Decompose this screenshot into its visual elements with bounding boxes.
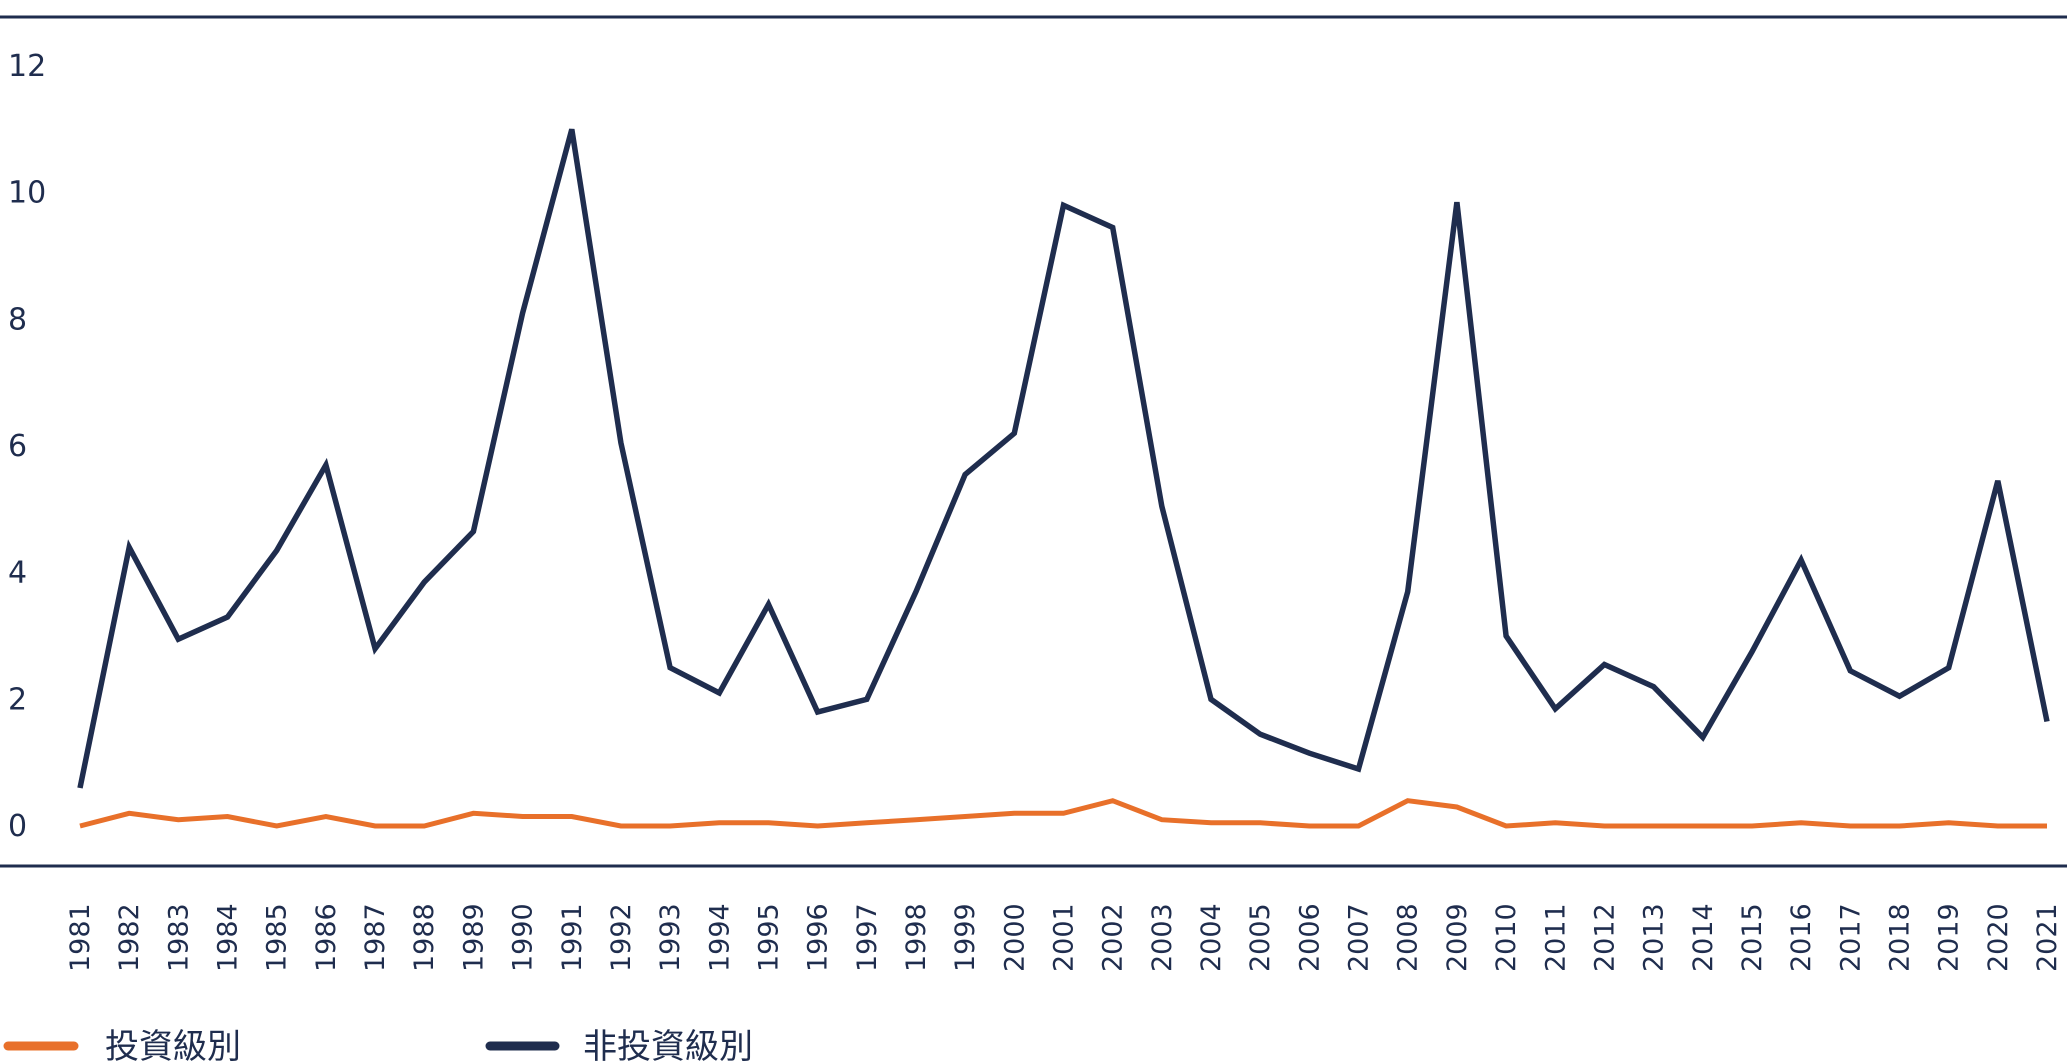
y-tick-label: 0 [8,809,27,844]
x-tick-label: 2016 [1786,903,1817,972]
x-tick-label: 1984 [213,903,244,972]
y-tick-label: 2 [8,682,27,717]
x-tick-label: 1988 [409,903,440,972]
x-tick-label: 2008 [1393,903,1424,972]
series-line-high-yield [77,128,2050,789]
x-tick-label: 2003 [1147,903,1178,972]
x-tick-label: 2013 [1639,903,1670,972]
legend: 投資級別 非投資級別 [3,1027,753,1063]
x-tick-label: 2002 [1098,903,1129,972]
y-axis-ticks: 0 2 4 6 8 10 12 [8,49,46,844]
y-tick-label: 6 [8,429,27,464]
x-tick-label: 1990 [508,903,539,972]
x-axis-ticks: 1981 1982 1983 1984 1985 1986 1987 1988 1989 1990… [65,903,2063,972]
x-tick-label: 1983 [163,903,194,972]
x-tick-label: 2000 [999,903,1030,972]
x-tick-label: 1981 [65,903,96,972]
x-tick-label: 1999 [950,903,981,972]
x-tick-label: 2010 [1491,903,1522,972]
x-tick-label: 1991 [557,903,588,972]
x-tick-label: 1995 [753,903,784,972]
x-tick-label: 2020 [1983,903,2014,972]
x-tick-label: 2017 [1835,903,1866,972]
x-tick-label: 1998 [901,903,932,972]
x-tick-label: 2015 [1737,903,1768,972]
x-tick-label: 2007 [1344,903,1375,972]
x-tick-label: 2006 [1294,903,1325,972]
x-tick-label: 2011 [1540,903,1571,972]
x-tick-label: 2009 [1442,903,1473,972]
x-tick-label: 1989 [458,903,489,972]
x-tick-label: 2012 [1589,903,1620,972]
x-tick-label: 1985 [262,903,293,972]
x-tick-label: 1982 [114,903,145,972]
y-tick-label: 8 [8,302,27,337]
series-line-investment-grade [79,798,2047,829]
y-tick-label: 12 [8,49,46,84]
x-tick-label: 1996 [803,903,834,972]
x-tick-label: 2001 [1049,903,1080,972]
x-tick-label: 2005 [1245,903,1276,972]
y-tick-label: 4 [8,556,27,591]
x-tick-label: 2021 [2032,903,2063,972]
legend-label-high-yield: 非投資級別 [583,1027,753,1063]
x-tick-label: 2018 [1884,903,1915,972]
x-tick-label: 2019 [1934,903,1965,972]
y-tick-label: 10 [8,176,46,211]
series-lines [77,128,2050,829]
x-tick-label: 1994 [704,903,735,972]
x-tick-label: 1987 [360,903,391,972]
x-tick-label: 2004 [1196,903,1227,972]
x-tick-label: 2014 [1688,903,1719,972]
x-tick-label: 1993 [655,903,686,972]
x-tick-label: 1997 [852,903,883,972]
legend-label-investment-grade: 投資級別 [105,1027,241,1063]
x-tick-label: 1986 [311,903,342,972]
x-tick-label: 1992 [606,903,637,972]
